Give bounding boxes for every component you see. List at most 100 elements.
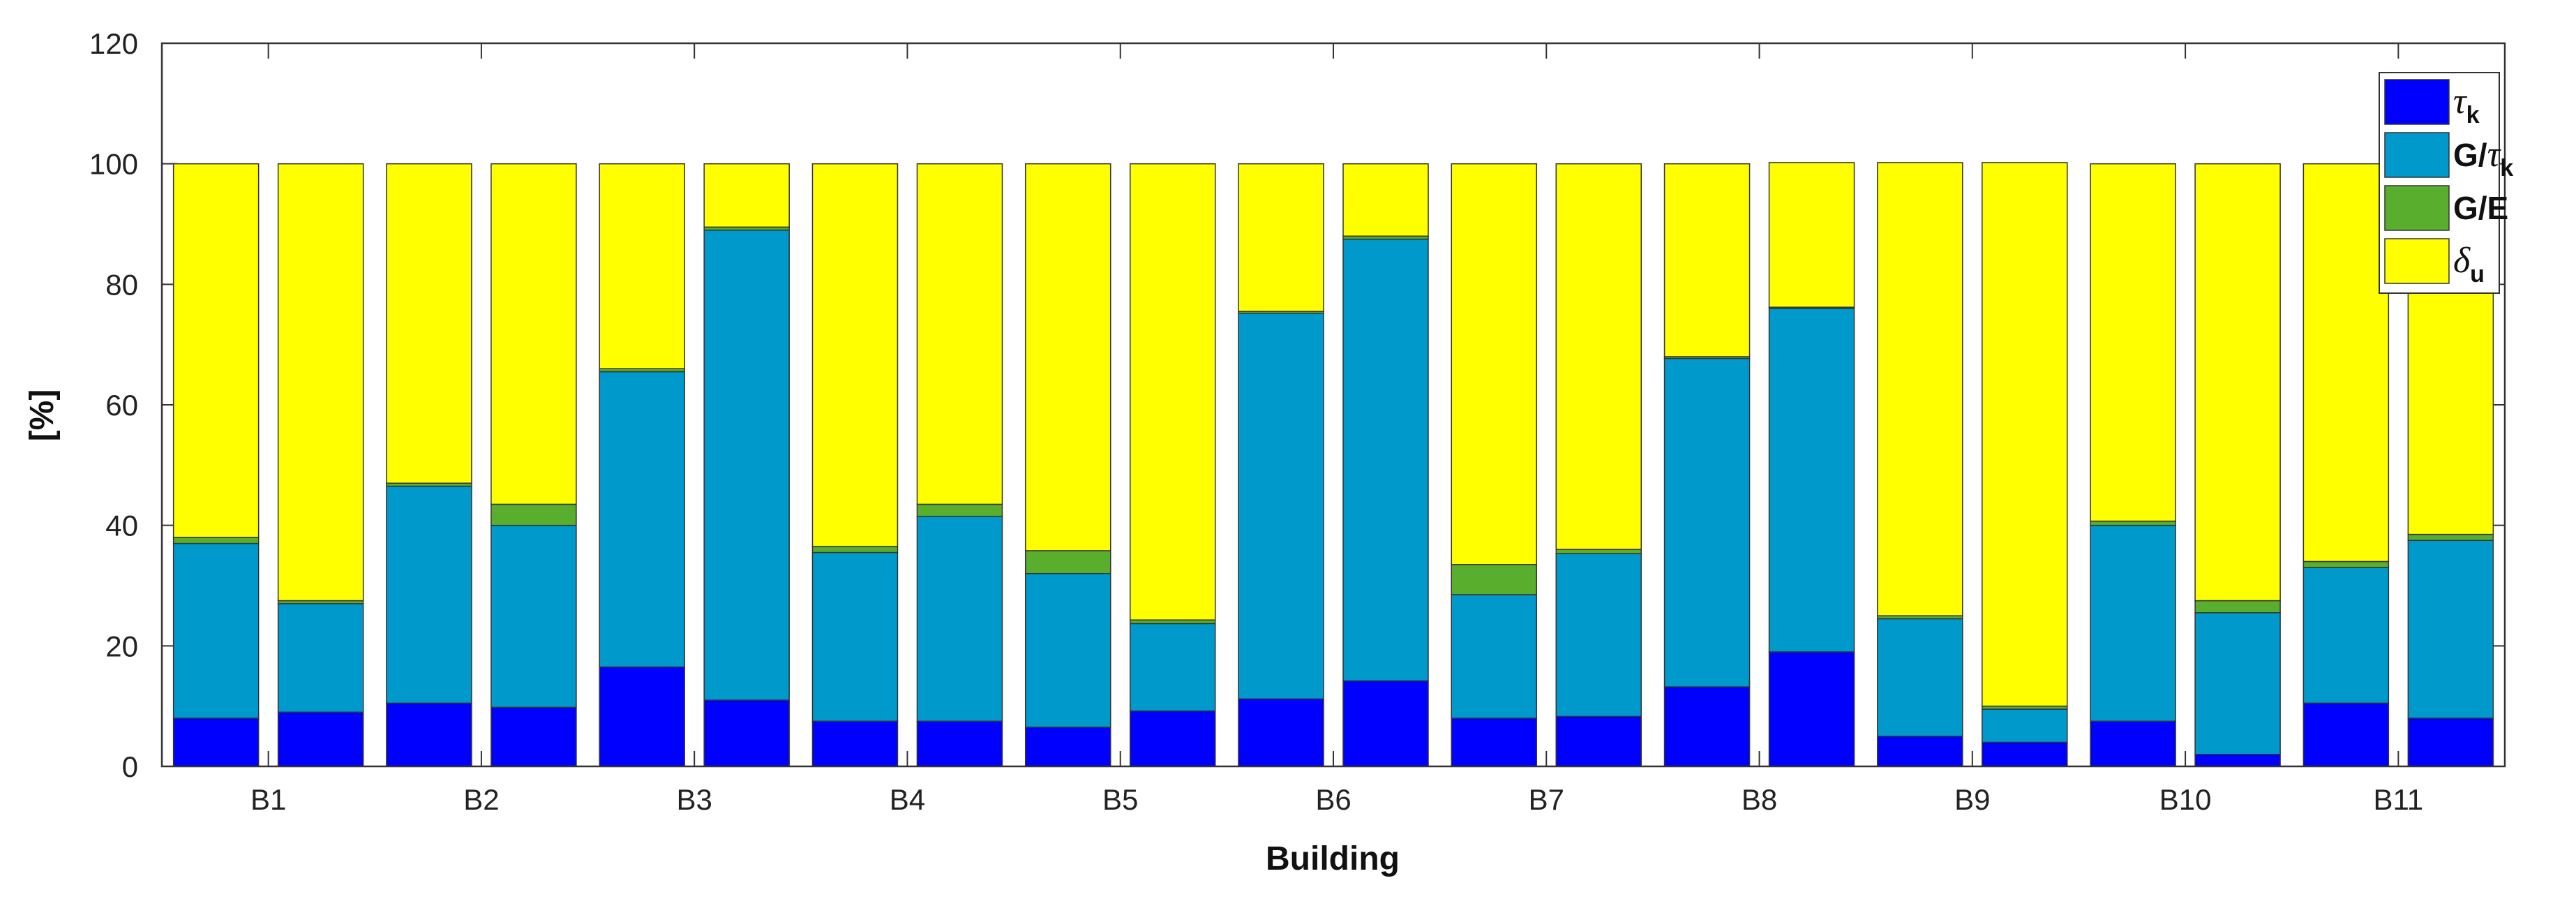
bar-stack [916, 163, 1003, 767]
bar-segment-tau_k [2302, 702, 2390, 767]
bar-segment-delta_u [277, 163, 364, 602]
bar-segment-tau_k [386, 702, 472, 767]
bar-stacks [172, 162, 2494, 767]
plot-frame [160, 42, 2506, 768]
bar-segment-tau_k [811, 720, 899, 767]
y-tick-label: 100 [89, 148, 138, 181]
bar-segment-delta_u [1768, 162, 1855, 308]
bar-segment-delta_u [1129, 163, 1216, 621]
bar-stack [1663, 163, 1751, 767]
y-axis-title: [%] [24, 389, 61, 442]
bar-stack [703, 163, 790, 767]
bar-segment-delta_u [1024, 163, 1111, 551]
bar-stack [1877, 162, 1963, 767]
y-tick-labels: 0 20 40 60 80 100 120 [89, 27, 138, 783]
x-tick-label: B4 [890, 783, 925, 816]
bar-segment-tau_k [1663, 686, 1751, 767]
bar-segment-delta_u [1342, 163, 1429, 237]
bar-stack [2302, 163, 2390, 767]
y-tick-label: 120 [89, 27, 138, 60]
bar-stack [1024, 163, 1111, 767]
bar-segment-delta_u [1555, 163, 1642, 550]
legend-label: G/E [2453, 190, 2508, 226]
x-tick-label: B1 [250, 783, 286, 816]
bar-segment-G_over_E [172, 537, 260, 544]
bar-segment-G_over_tau_k [1555, 553, 1642, 718]
bar-stack [811, 163, 899, 767]
bar-segment-delta_u [1238, 163, 1324, 312]
bar-segment-delta_u [2090, 163, 2176, 522]
bar-segment-G_over_E [2090, 520, 2176, 526]
x-tick-label: B11 [2374, 783, 2424, 816]
legend-label: τk [2453, 82, 2480, 128]
bar-segment-G_over_tau_k [916, 515, 1003, 722]
bar-segment-tau_k [2407, 718, 2494, 767]
bar-segment-G_over_tau_k [1129, 623, 1216, 712]
bar-segment-G_over_E [2407, 533, 2494, 541]
y-tick-label: 20 [105, 630, 138, 662]
bar-segment-tau_k [916, 720, 1003, 767]
bar-segment-tau_k [1129, 710, 1216, 767]
bar-segment-G_over_E [2302, 560, 2390, 568]
bar-stack [277, 163, 364, 767]
bar-segment-G_over_tau_k [491, 524, 577, 708]
x-tick-label: B7 [1529, 783, 1564, 816]
bar-stack [386, 163, 472, 767]
bar-segment-G_over_tau_k [172, 542, 260, 719]
bar-segment-G_over_E [491, 503, 577, 526]
bar-segment-G_over_tau_k [2302, 567, 2390, 704]
bar-segment-tau_k [1342, 680, 1429, 767]
bar-segment-tau_k [1768, 651, 1855, 767]
y-tick-label: 0 [122, 750, 138, 783]
bar-segment-tau_k [277, 711, 364, 767]
bar-segment-delta_u [811, 163, 899, 547]
bar-segment-G_over_tau_k [2090, 524, 2176, 722]
bar-segment-delta_u [599, 163, 685, 369]
bar-stack [1129, 163, 1216, 767]
bar-stack [1555, 163, 1642, 767]
bar-segment-G_over_E [811, 546, 899, 553]
bar-segment-delta_u [1451, 163, 1538, 565]
bar-segment-G_over_E [2194, 600, 2281, 614]
bar-segment-G_over_tau_k [1982, 708, 2068, 743]
bar-segment-G_over_tau_k [1238, 313, 1324, 700]
bar-segment-delta_u [491, 163, 577, 505]
axes [160, 42, 2506, 768]
bar-segment-tau_k [491, 706, 577, 767]
bar-segment-G_over_tau_k [1024, 572, 1111, 728]
x-tick-label: B2 [463, 783, 499, 816]
y-tick-label: 60 [105, 389, 138, 422]
legend-label: δu [2453, 241, 2485, 288]
bar-segment-G_over_tau_k [386, 485, 472, 704]
bar-segment-tau_k [1024, 727, 1111, 767]
bar-segment-delta_u [1982, 162, 2068, 707]
x-tick-label: B8 [1742, 783, 1777, 816]
x-axis-title: Building [1266, 840, 1400, 877]
x-tick-label: B5 [1102, 783, 1138, 816]
bar-segment-G_over_tau_k [1877, 618, 1963, 737]
bar-segment-G_over_tau_k [811, 551, 899, 722]
bar-stack [2090, 163, 2176, 767]
legend-label: G/τk [2453, 135, 2513, 181]
y-tick-label: 40 [105, 510, 138, 542]
bar-segment-G_over_E [1024, 550, 1111, 574]
bar-stack [1451, 163, 1538, 767]
legend-item-G_over_E: G/E [2384, 185, 2508, 231]
bar-segment-tau_k [1982, 741, 2068, 767]
bar-segment-G_over_tau_k [599, 371, 685, 668]
bar-segment-G_over_tau_k [1768, 308, 1855, 653]
bar-segment-tau_k [1877, 736, 1963, 767]
bar-segment-G_over_tau_k [277, 603, 364, 713]
bar-segment-delta_u [1877, 162, 1963, 616]
bar-segment-tau_k [1238, 698, 1324, 767]
bar-stack [491, 163, 577, 767]
bar-segment-G_over_E [1451, 564, 1538, 595]
bar-segment-G_over_E [1555, 549, 1642, 554]
bar-stack [599, 163, 685, 767]
legend-item-delta_u: δu [2384, 238, 2485, 288]
legend: τk G/τk G/E δu [2379, 72, 2513, 294]
bar-segment-tau_k [1555, 715, 1642, 767]
bar-segment-G_over_E [916, 503, 1003, 517]
bar-segment-G_over_tau_k [2407, 540, 2494, 719]
